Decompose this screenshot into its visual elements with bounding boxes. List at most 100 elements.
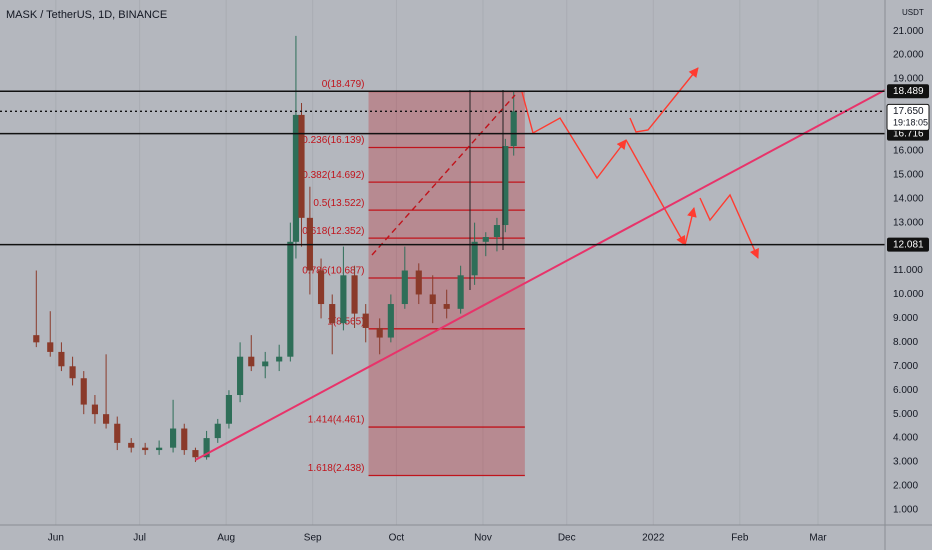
last-price-label: 17.650 (893, 106, 924, 117)
candle-body (156, 447, 163, 451)
chart-title: MASK / TetherUS, 1D, BINANCE (6, 9, 167, 21)
candle-body (292, 114, 300, 242)
candle-body (510, 111, 517, 147)
x-tick-label: Feb (731, 533, 749, 544)
x-tick-label: Nov (474, 533, 492, 544)
price-tag (887, 84, 929, 99)
candle-body (471, 241, 478, 276)
x-tick-label: Oct (389, 533, 405, 544)
candle-body (493, 225, 501, 238)
x-tick-label: Sep (304, 533, 322, 544)
candle-body (69, 366, 76, 379)
candle-body (351, 275, 358, 314)
x-tick-label: Mar (809, 533, 827, 544)
price-tag-label: 16.716 (893, 128, 924, 139)
candle-body (80, 378, 87, 405)
candle-body (287, 241, 294, 357)
candle-body (33, 335, 40, 343)
grid (55, 0, 819, 525)
candle-body (276, 356, 283, 362)
candle-body (114, 423, 121, 443)
axes: 1.000 2.000 3.000 4.000 5.000 6.000 7.000 8.000… (48, 26, 930, 544)
candle-body (317, 270, 325, 305)
forecast-arrow (521, 91, 627, 180)
y-tick-label: 6.000 (893, 385, 918, 396)
y-tick-label: 7.000 (893, 361, 918, 372)
fib-label: 1.618(2.438) (308, 463, 365, 474)
price-tag-label: 12.081 (893, 239, 924, 250)
countdown-label: 19:18:05 (893, 118, 928, 128)
forecast-arrow (629, 67, 699, 133)
y-tick-label: 11.000 (893, 265, 923, 276)
candle-body (128, 442, 135, 448)
x-tick-label: Aug (217, 533, 235, 544)
time-axis (0, 525, 885, 550)
fib-label: 1.414(4.461) (308, 415, 365, 426)
fib-label: 0.618(12.352) (302, 226, 364, 237)
candle-body (329, 304, 336, 324)
x-tick-label: 2022 (642, 533, 665, 544)
y-tick-label: 4.000 (893, 433, 918, 444)
y-tick-label: 9.000 (893, 313, 918, 324)
candle-body (262, 361, 269, 367)
candle-body (482, 237, 489, 242)
y-tick-label: 5.000 (893, 409, 918, 420)
y-tick-label: 20.000 (893, 50, 924, 61)
candle-body (340, 275, 347, 324)
price-tag (887, 237, 929, 252)
projection-line (371, 94, 516, 256)
candle-body (225, 395, 232, 424)
y-tick-label: 21.000 (893, 26, 924, 37)
candle-body (443, 304, 450, 309)
y-tick-label: 13.000 (893, 217, 924, 228)
candle-body (376, 327, 383, 338)
fib-label: 0.382(14.692) (302, 170, 364, 181)
candle-body (248, 356, 255, 367)
candle-body (298, 114, 305, 218)
x-tick-label: Jun (48, 533, 64, 544)
fib-retracement: 0(18.479) 0.236(16.139) 0.382(14.692) 0.5(1… (302, 79, 525, 477)
candle-body (214, 423, 221, 439)
candle-body (429, 294, 436, 305)
candle-body (362, 313, 369, 328)
fib-zone (368, 91, 525, 476)
fib-label: 0(18.479) (322, 79, 365, 90)
last-price-tag (886, 103, 930, 131)
fib-label: 0.5(13.522) (313, 198, 364, 209)
y-tick-label: 8.000 (893, 337, 918, 348)
candle-body (401, 270, 408, 305)
y-tick-label: 15.000 (893, 169, 924, 180)
y-tick-label: 19.000 (893, 74, 924, 85)
forecast-arrow (699, 193, 759, 259)
y-tick-label: 14.000 (893, 193, 924, 204)
candle-body (457, 275, 464, 309)
y-tick-label: 3.000 (893, 457, 918, 468)
fib-label: 0.236(16.139) (302, 135, 364, 146)
forecast-arrow (625, 139, 686, 246)
candle-body (47, 342, 54, 352)
fib-label: 0.786(10.687) (302, 266, 364, 277)
drawings (371, 67, 759, 290)
candle-body (142, 447, 149, 451)
candle-body (91, 404, 98, 415)
candle-body (181, 428, 188, 451)
candle-body (192, 450, 199, 458)
y-tick-label: 16.000 (893, 145, 924, 156)
candle-body (203, 438, 210, 458)
y-tick-label: 2.000 (893, 481, 918, 492)
currency-label: USDT (902, 8, 924, 17)
candle-body (415, 270, 422, 295)
x-tick-label: Dec (558, 533, 576, 544)
candle-body (502, 146, 509, 226)
candle-body (237, 356, 244, 396)
overlay (0, 89, 886, 461)
candle-body (103, 414, 110, 424)
price-tag-label: 18.489 (893, 86, 924, 97)
y-tick-label: 1.000 (893, 505, 918, 516)
candle-body (58, 351, 65, 367)
candle-body (170, 428, 177, 448)
trendline (194, 89, 886, 461)
y-tick-label: 10.000 (893, 289, 924, 300)
x-tick-label: Jul (133, 533, 146, 544)
